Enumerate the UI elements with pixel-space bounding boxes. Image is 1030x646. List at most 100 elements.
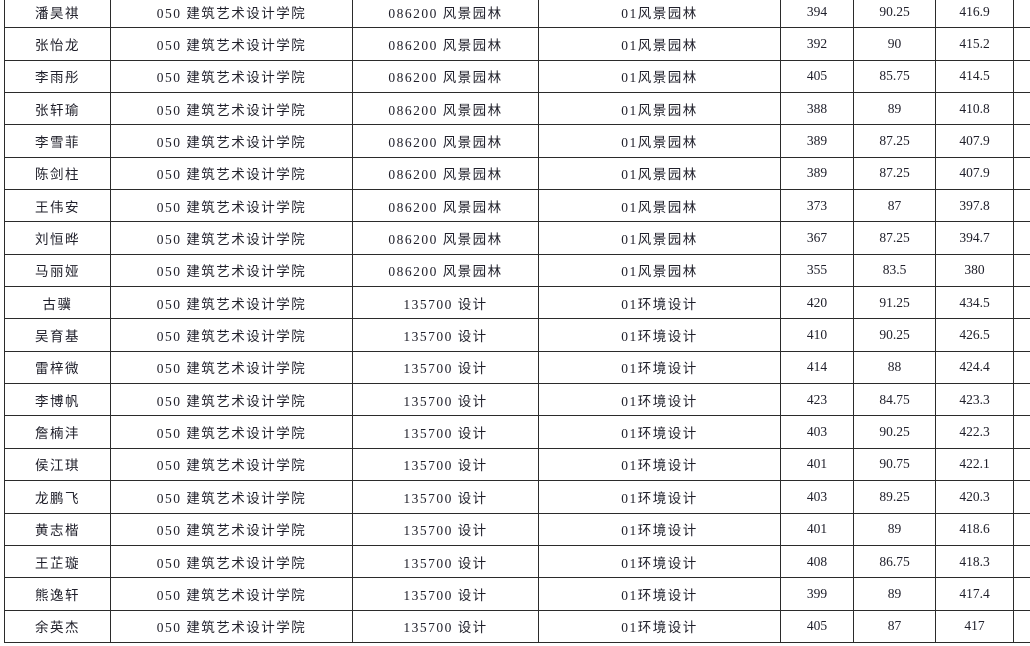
cell-student-name: 王伟安 bbox=[5, 190, 111, 223]
clipped-edge-cell bbox=[1014, 416, 1030, 449]
cell-student-name: 古骥 bbox=[5, 287, 111, 320]
cell-initial-score: 414 bbox=[781, 351, 854, 385]
cell-student-name: 黄志楷 bbox=[5, 513, 111, 546]
cell-college: 050 建筑艺术设计学院 bbox=[111, 351, 353, 385]
cell-initial-score: 373 bbox=[781, 190, 854, 223]
cell-program-direction: 01风景园林 bbox=[539, 125, 781, 158]
cell-retest-score: 89 bbox=[854, 578, 936, 611]
clipped-edge-cell bbox=[1014, 28, 1030, 61]
clipped-edge-cell bbox=[1014, 481, 1030, 514]
cell-total-score: 424.4 bbox=[936, 351, 1014, 385]
cell-major: 086200 风景园林 bbox=[353, 125, 539, 158]
cell-program-direction: 01风景园林 bbox=[539, 0, 781, 29]
table-row: 潘昊祺 050 建筑艺术设计学院 086200 风景园林 01风景园林 394 90.25… bbox=[5, 0, 1030, 29]
score-table: 潘昊祺 050 建筑艺术设计学院 086200 风景园林 01风景园林 394 90.25… bbox=[4, 0, 1030, 643]
cell-total-score: 422.3 bbox=[936, 416, 1014, 449]
clipped-edge-cell bbox=[1014, 93, 1030, 126]
table-row: 侯江琪 050 建筑艺术设计学院 135700 设计 01环境设计 401 90.75 42… bbox=[5, 448, 1030, 482]
cell-total-score: 407.9 bbox=[936, 157, 1014, 191]
cell-student-name: 李博帆 bbox=[5, 384, 111, 417]
clipped-edge-cell bbox=[1014, 578, 1030, 611]
cell-retest-score: 89.25 bbox=[854, 481, 936, 514]
table-row: 雷梓微 050 建筑艺术设计学院 135700 设计 01环境设计 414 88 424.4 bbox=[5, 351, 1030, 385]
cell-program-direction: 01环境设计 bbox=[539, 448, 781, 482]
table-row: 陈剑柱 050 建筑艺术设计学院 086200 风景园林 01风景园林 389 87.25… bbox=[5, 157, 1030, 191]
table-row: 熊逸轩 050 建筑艺术设计学院 135700 设计 01环境设计 399 89 417.4 bbox=[5, 578, 1030, 611]
cell-major: 086200 风景园林 bbox=[353, 28, 539, 61]
cell-total-score: 423.3 bbox=[936, 384, 1014, 417]
cell-program-direction: 01环境设计 bbox=[539, 610, 781, 643]
cell-total-score: 422.1 bbox=[936, 448, 1014, 482]
cell-major: 135700 设计 bbox=[353, 384, 539, 417]
cell-retest-score: 90.75 bbox=[854, 448, 936, 482]
cell-student-name: 张轩瑜 bbox=[5, 93, 111, 126]
cell-initial-score: 408 bbox=[781, 545, 854, 579]
cell-total-score: 397.8 bbox=[936, 190, 1014, 223]
clipped-edge-cell bbox=[1014, 449, 1030, 482]
cell-major: 135700 设计 bbox=[353, 481, 539, 514]
table-row: 王伟安 050 建筑艺术设计学院 086200 风景园林 01风景园林 373 87 397… bbox=[5, 190, 1030, 223]
table-row: 龙鹏飞 050 建筑艺术设计学院 135700 设计 01环境设计 403 89.25 42… bbox=[5, 481, 1030, 514]
cell-college: 050 建筑艺术设计学院 bbox=[111, 254, 353, 288]
cell-student-name: 陈剑柱 bbox=[5, 157, 111, 191]
cell-retest-score: 89 bbox=[854, 93, 936, 126]
cell-student-name: 雷梓微 bbox=[5, 351, 111, 385]
clipped-edge-cell bbox=[1014, 222, 1030, 255]
table-row: 余英杰 050 建筑艺术设计学院 135700 设计 01环境设计 405 87 417 bbox=[5, 610, 1030, 643]
clipped-edge-cell bbox=[1014, 514, 1030, 546]
cell-retest-score: 86.75 bbox=[854, 545, 936, 579]
cell-college: 050 建筑艺术设计学院 bbox=[111, 287, 353, 320]
cell-initial-score: 405 bbox=[781, 610, 854, 643]
cell-program-direction: 01环境设计 bbox=[539, 578, 781, 611]
cell-initial-score: 410 bbox=[781, 319, 854, 352]
cell-program-direction: 01风景园林 bbox=[539, 28, 781, 61]
cell-retest-score: 87.25 bbox=[854, 157, 936, 191]
clipped-edge-cell bbox=[1014, 190, 1030, 223]
cell-initial-score: 392 bbox=[781, 28, 854, 61]
cell-retest-score: 89 bbox=[854, 513, 936, 546]
table-row: 李雨彤 050 建筑艺术设计学院 086200 风景园林 01风景园林 405 85.75… bbox=[5, 60, 1030, 94]
cell-total-score: 426.5 bbox=[936, 319, 1014, 352]
cell-retest-score: 88 bbox=[854, 351, 936, 385]
cell-major: 135700 设计 bbox=[353, 351, 539, 385]
table-row: 李雪菲 050 建筑艺术设计学院 086200 风景园林 01风景园林 389 87.25… bbox=[5, 125, 1030, 158]
cell-major: 086200 风景园林 bbox=[353, 254, 539, 288]
clipped-edge-cell bbox=[1014, 287, 1030, 320]
cell-retest-score: 90.25 bbox=[854, 0, 936, 29]
clipped-edge-cell bbox=[1014, 0, 1030, 29]
cell-major: 086200 风景园林 bbox=[353, 93, 539, 126]
cell-college: 050 建筑艺术设计学院 bbox=[111, 416, 353, 449]
cell-initial-score: 403 bbox=[781, 416, 854, 449]
cell-program-direction: 01环境设计 bbox=[539, 319, 781, 352]
cell-total-score: 417.4 bbox=[936, 578, 1014, 611]
clipped-edge-cell bbox=[1014, 611, 1030, 643]
cell-retest-score: 87 bbox=[854, 610, 936, 643]
cell-major: 135700 设计 bbox=[353, 319, 539, 352]
clipped-edge-cell bbox=[1014, 352, 1030, 385]
cell-student-name: 吴育基 bbox=[5, 319, 111, 352]
cell-major: 086200 风景园林 bbox=[353, 60, 539, 94]
cell-college: 050 建筑艺术设计学院 bbox=[111, 93, 353, 126]
cell-initial-score: 389 bbox=[781, 125, 854, 158]
cell-program-direction: 01环境设计 bbox=[539, 416, 781, 449]
cell-total-score: 394.7 bbox=[936, 222, 1014, 255]
cell-total-score: 418.3 bbox=[936, 545, 1014, 579]
cell-major: 086200 风景园林 bbox=[353, 0, 539, 29]
cell-college: 050 建筑艺术设计学院 bbox=[111, 610, 353, 643]
cell-program-direction: 01环境设计 bbox=[539, 384, 781, 417]
cell-retest-score: 87.25 bbox=[854, 222, 936, 255]
cell-initial-score: 403 bbox=[781, 481, 854, 514]
cell-student-name: 侯江琪 bbox=[5, 448, 111, 482]
cell-retest-score: 85.75 bbox=[854, 60, 936, 94]
cell-initial-score: 420 bbox=[781, 287, 854, 320]
cell-program-direction: 01风景园林 bbox=[539, 93, 781, 126]
cell-initial-score: 367 bbox=[781, 222, 854, 255]
cell-initial-score: 388 bbox=[781, 93, 854, 126]
table-row: 吴育基 050 建筑艺术设计学院 135700 设计 01环境设计 410 90.25 42… bbox=[5, 319, 1030, 352]
cell-total-score: 418.6 bbox=[936, 513, 1014, 546]
cell-major: 135700 设计 bbox=[353, 513, 539, 546]
cell-initial-score: 405 bbox=[781, 60, 854, 94]
cell-student-name: 张怡龙 bbox=[5, 28, 111, 61]
cell-program-direction: 01环境设计 bbox=[539, 351, 781, 385]
cell-college: 050 建筑艺术设计学院 bbox=[111, 28, 353, 61]
